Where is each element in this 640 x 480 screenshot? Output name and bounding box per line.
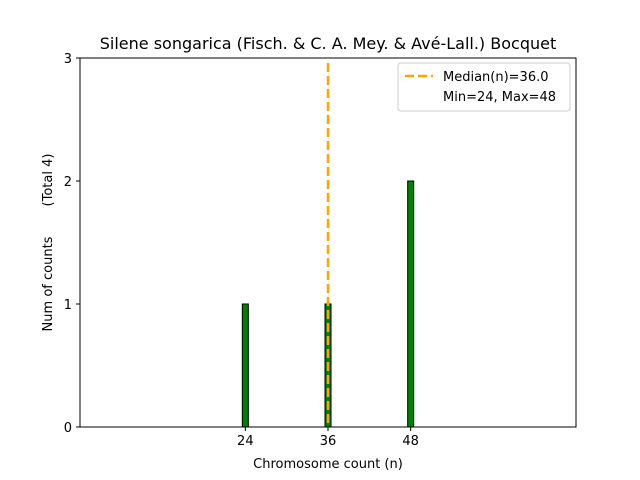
bar-24 (241, 303, 249, 428)
x-tick-label: 24 (237, 434, 254, 449)
y-tick-label: 0 (64, 421, 72, 436)
y-tick-label: 1 (64, 298, 72, 313)
chart-title: Silene songarica (Fisch. & C. A. Mey. & … (100, 34, 556, 53)
y-axis-label: Num of counts (41, 236, 56, 331)
x-tick-label: 36 (320, 434, 337, 449)
legend-minmax-label: Min=24, Max=48 (443, 90, 556, 105)
x-tick-label: 48 (402, 434, 419, 449)
y-tick-label: 3 (64, 52, 72, 67)
y-axis-ticks: 0 1 2 3 (64, 52, 80, 436)
x-axis-ticks: 24 36 48 (237, 427, 419, 449)
y-tick-label: 2 (64, 175, 72, 190)
x-axis-label: Chromosome count (n) (253, 457, 403, 472)
bars-group (80, 180, 428, 428)
bar-48 (407, 180, 415, 428)
legend-box (397, 62, 571, 112)
legend-median-label: Median(n)=36.0 (443, 70, 549, 85)
legend: Median(n)=36.0 Min=24, Max=48 (397, 62, 571, 112)
y-axis-total-note: (Total 4) (41, 154, 56, 207)
